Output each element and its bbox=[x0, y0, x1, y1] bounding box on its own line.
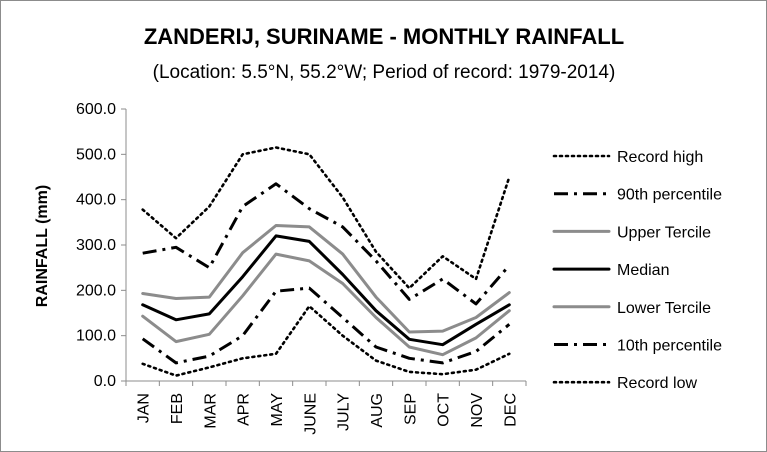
y-tick-label: 400.0 bbox=[76, 192, 116, 209]
legend-label-upper-tercile: Upper Tercile bbox=[617, 224, 711, 241]
series-line-lower-tercile bbox=[141, 252, 511, 357]
legend-label-90th-percentile: 90th percentile bbox=[617, 187, 722, 204]
series-line-record-low bbox=[141, 304, 511, 377]
x-tick-label: MAY bbox=[269, 393, 286, 427]
x-tick-label: JULY bbox=[336, 393, 353, 431]
x-tick-label: OCT bbox=[436, 393, 453, 427]
x-tick-label: DEC bbox=[502, 393, 519, 427]
legend-label-10th-percentile: 10th percentile bbox=[617, 338, 722, 355]
chart-title: ZANDERIJ, SURINAME - MONTHLY RAINFALL bbox=[144, 24, 624, 49]
chart-subtitle: (Location: 5.5°N, 55.2°W; Period of reco… bbox=[153, 62, 616, 83]
y-tick-label: 200.0 bbox=[76, 282, 116, 299]
series-line-90th-percentile bbox=[142, 182, 511, 306]
x-tick-label: SEP bbox=[402, 393, 419, 425]
series-line-median bbox=[141, 234, 511, 347]
legend-label-median: Median bbox=[617, 262, 669, 279]
x-tick-label: MAR bbox=[202, 393, 219, 429]
x-tick-label: NOV bbox=[469, 393, 486, 428]
y-tick-label: 500.0 bbox=[76, 146, 116, 163]
y-tick-label: 600.0 bbox=[76, 101, 116, 118]
series-line-record-high bbox=[141, 146, 511, 290]
legend-label-record-high: Record high bbox=[617, 149, 703, 166]
legend: Record high 90th percentile Upper Tercile M… bbox=[552, 149, 722, 392]
x-tick-label: JUNE bbox=[302, 393, 319, 435]
plot-area: 0.0 100.0 200.0 300.0 400.0 500.0 600.0 JAN FEB M… bbox=[76, 101, 527, 435]
y-tick-label: 300.0 bbox=[76, 237, 116, 254]
series-line-upper-tercile bbox=[141, 224, 511, 334]
y-axis-label: RAINFALL (mm) bbox=[34, 185, 51, 307]
x-tick-label: AUG bbox=[369, 393, 386, 428]
x-tick-label: JAN bbox=[136, 393, 153, 423]
series-line-10th-percentile bbox=[141, 286, 511, 365]
x-tick-label: APR bbox=[236, 393, 253, 426]
legend-label-record-low: Record low bbox=[617, 375, 697, 392]
legend-label-lower-tercile: Lower Tercile bbox=[617, 300, 711, 317]
y-tick-label: 100.0 bbox=[76, 328, 116, 345]
y-tick-label: 0.0 bbox=[94, 373, 116, 390]
x-tick-label: FEB bbox=[169, 393, 186, 424]
